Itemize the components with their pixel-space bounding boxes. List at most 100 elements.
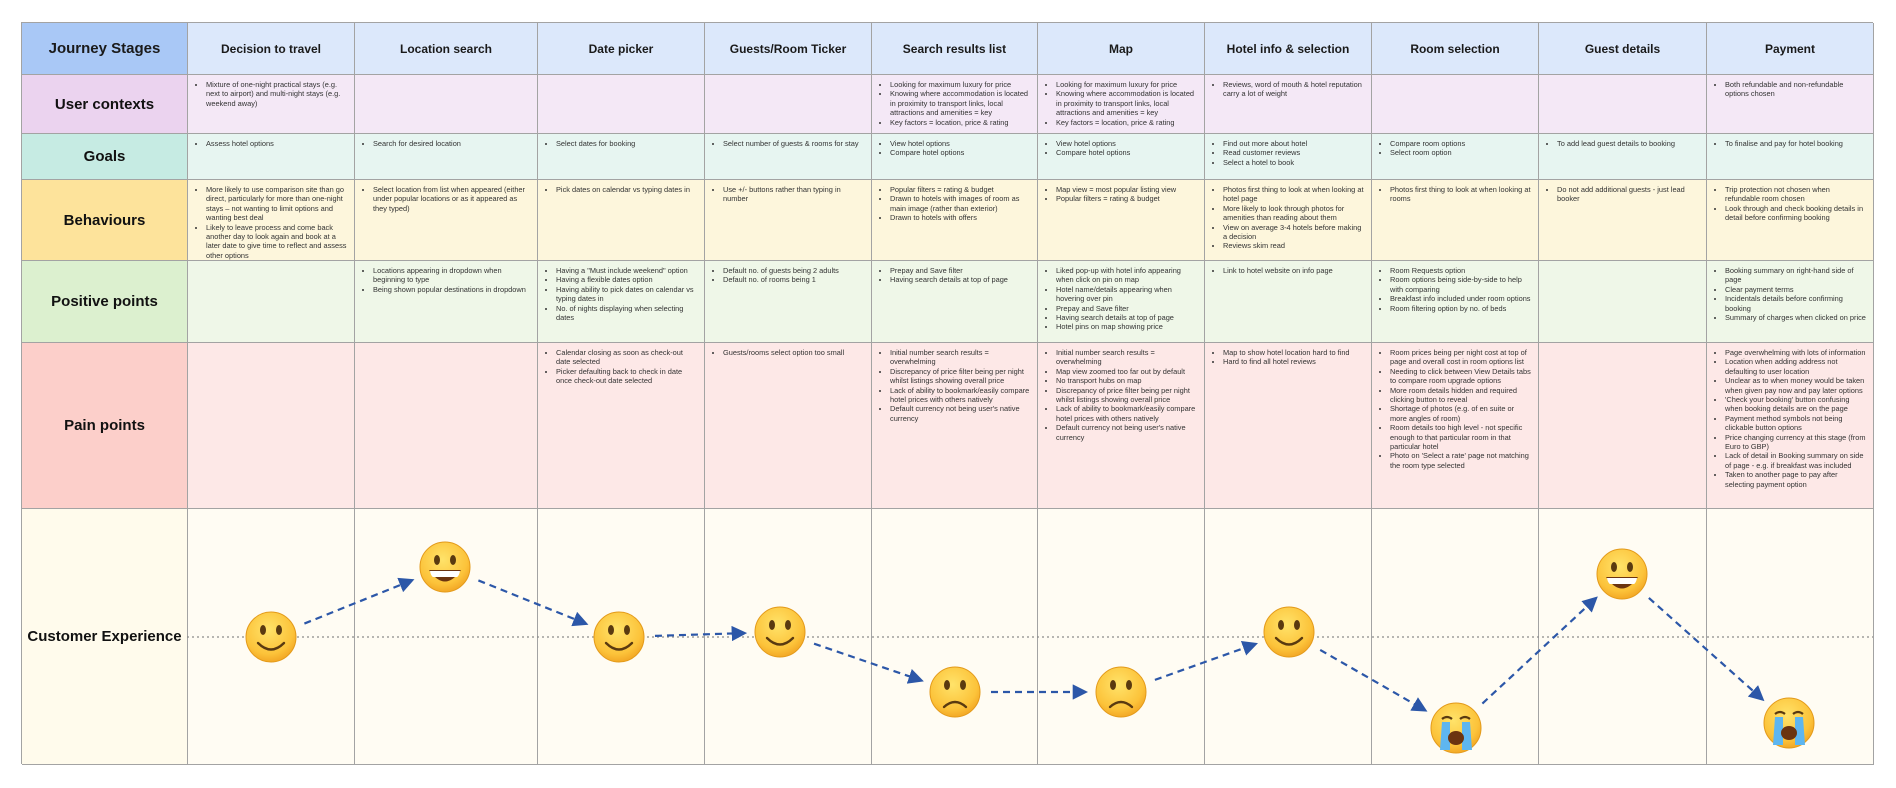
bullet: Use +/- buttons rather than typing in nu… [723, 185, 864, 204]
bullet: Locations appearing in dropdown when beg… [373, 266, 530, 285]
stage-header: Guests/Room Ticker [705, 23, 872, 75]
bullet: Reviews skim read [1223, 241, 1364, 250]
bullet: View on average 3-4 hotels before making… [1223, 223, 1364, 242]
row-cell [188, 261, 355, 343]
row-cell: Guests/rooms select option too small [705, 343, 872, 509]
row-label: Goals [22, 134, 188, 180]
row-label: Behaviours [22, 180, 188, 261]
bullet: Assess hotel options [206, 139, 347, 148]
bullet: Clear payment terms [1725, 285, 1866, 294]
bullet: Prepay and Save filter [890, 266, 1030, 275]
bullet-list: More likely to use comparison site than … [196, 185, 347, 260]
row-cell: Booking summary on right-hand side of pa… [1707, 261, 1874, 343]
bullet: Discrepancy of price filter being per ni… [890, 367, 1030, 386]
bullet: Popular filters = rating & budget [1056, 194, 1197, 203]
bullet: 'Check your booking' button confusing wh… [1725, 395, 1866, 414]
bullet: Looking for maximum luxury for price [890, 80, 1030, 89]
bullet: Popular filters = rating & budget [890, 185, 1030, 194]
bullet: Hard to find all hotel reviews [1223, 357, 1364, 366]
bullet: Discrepancy of price filter being per ni… [1056, 386, 1197, 405]
bullet-list: Trip protection not chosen when refundab… [1715, 185, 1866, 223]
bullet: Having search details at top of page [1056, 313, 1197, 322]
bullet-list: To add lead guest details to booking [1547, 139, 1699, 148]
row-cell: Liked pop-up with hotel info appearing w… [1038, 261, 1205, 343]
row-cell: Page overwhelming with lots of informati… [1707, 343, 1874, 509]
bullet: Key factors = location, price & rating [890, 118, 1030, 127]
row-label: Customer Experience [22, 509, 188, 765]
bullet: Default currency not being user's native… [1056, 423, 1197, 442]
bullet: Select location from list when appeared … [373, 185, 530, 213]
row-cell: Assess hotel options [188, 134, 355, 180]
bullet-list: Map to show hotel location hard to findH… [1213, 348, 1364, 367]
bullet: Default currency not being user's native… [890, 404, 1030, 423]
bullet: View hotel options [1056, 139, 1197, 148]
bullet: Calendar closing as soon as check-out da… [556, 348, 697, 367]
row-cell: To finalise and pay for hotel booking [1707, 134, 1874, 180]
bullet: Likely to leave process and come back an… [206, 223, 347, 260]
experience-cell [538, 509, 705, 765]
row-cell [1372, 75, 1539, 134]
bullet-list: Room Requests optionRoom options being s… [1380, 266, 1531, 313]
bullet: Room options being side-by-side to help … [1390, 275, 1531, 294]
row-cell: Select number of guests & rooms for stay [705, 134, 872, 180]
row-cell [538, 75, 705, 134]
bullet: Prepay and Save filter [1056, 304, 1197, 313]
bullet: View hotel options [890, 139, 1030, 148]
bullet-list: Both refundable and non-refundable optio… [1715, 80, 1866, 99]
stage-header: Hotel info & selection [1205, 23, 1372, 75]
bullet-list: Select dates for booking [546, 139, 697, 148]
bullet: Unclear as to when money would be taken … [1725, 376, 1866, 395]
row-label: User contexts [22, 75, 188, 134]
row-cell: Select location from list when appeared … [355, 180, 538, 261]
row-cell: Room Requests optionRoom options being s… [1372, 261, 1539, 343]
bullet-list: Photos first thing to look at when looki… [1380, 185, 1531, 204]
row-cell: View hotel optionsCompare hotel options [872, 134, 1038, 180]
bullet: Hotel name/details appearing when hoveri… [1056, 285, 1197, 304]
stage-header: Date picker [538, 23, 705, 75]
bullet: Initial number search results = overwhel… [890, 348, 1030, 367]
bullet-list: Pick dates on calendar vs typing dates i… [546, 185, 697, 194]
bullet-list: Liked pop-up with hotel info appearing w… [1046, 266, 1197, 332]
row-cell: Photos first thing to look at when looki… [1372, 180, 1539, 261]
row-cell: Both refundable and non-refundable optio… [1707, 75, 1874, 134]
bullet-list: Page overwhelming with lots of informati… [1715, 348, 1866, 489]
bullet: Summary of charges when clicked on price [1725, 313, 1866, 322]
stage-header: Search results list [872, 23, 1038, 75]
row-cell: Search for desired location [355, 134, 538, 180]
row-cell [355, 75, 538, 134]
bullet: Compare room options [1390, 139, 1531, 148]
bullet-list: Select location from list when appeared … [363, 185, 530, 213]
bullet: Guests/rooms select option too small [723, 348, 864, 357]
bullet: Link to hotel website on info page [1223, 266, 1364, 275]
row-cell: Having a "Must include weekend" optionHa… [538, 261, 705, 343]
bullet: Knowing where accommodation is located i… [890, 89, 1030, 117]
row-cell: Compare room optionsSelect room option [1372, 134, 1539, 180]
bullet: Incidentals details before confirming bo… [1725, 294, 1866, 313]
row-cell [1539, 261, 1707, 343]
bullet-list: Initial number search results = overwhel… [880, 348, 1030, 423]
bullet: Trip protection not chosen when refundab… [1725, 185, 1866, 204]
bullet-list: Search for desired location [363, 139, 530, 148]
experience-cell [1372, 509, 1539, 765]
row-cell [705, 75, 872, 134]
row-cell: Calendar closing as soon as check-out da… [538, 343, 705, 509]
row-cell: Reviews, word of mouth & hotel reputatio… [1205, 75, 1372, 134]
bullet: Select room option [1390, 148, 1531, 157]
row-label: Pain points [22, 343, 188, 509]
bullet-list: Find out more about hotelRead customer r… [1213, 139, 1364, 167]
bullet: Compare hotel options [890, 148, 1030, 157]
bullet: Location when adding address not default… [1725, 357, 1866, 376]
bullet: No. of nights displaying when selecting … [556, 304, 697, 323]
stage-header: Guest details [1539, 23, 1707, 75]
bullet: Lack of ability to bookmark/easily compa… [1056, 404, 1197, 423]
experience-cell [355, 509, 538, 765]
bullet: Default no. of rooms being 1 [723, 275, 864, 284]
bullet: Map view zoomed too far out by default [1056, 367, 1197, 376]
bullet: Photo on 'Select a rate' page not matchi… [1390, 451, 1531, 470]
row-cell: View hotel optionsCompare hotel options [1038, 134, 1205, 180]
bullet-list: Prepay and Save filterHaving search deta… [880, 266, 1030, 285]
bullet: Shortage of photos (e.g. of en suite or … [1390, 404, 1531, 423]
bullet: Search for desired location [373, 139, 530, 148]
bullet-list: Do not add additional guests - just lead… [1547, 185, 1699, 204]
row-label: Positive points [22, 261, 188, 343]
